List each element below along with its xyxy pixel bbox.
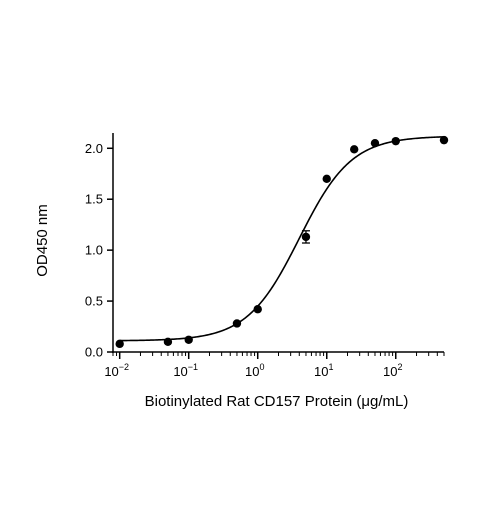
data-point [322,174,331,184]
x-tick-exponent: −1 [188,362,198,372]
axes [112,133,444,353]
data-point [350,145,359,154]
x-tick-base: 10 [173,364,187,379]
y-tick-label: 0.5 [85,294,103,309]
x-axis-ticks: 10−2 10−1 100 101 102 [104,352,403,379]
data-point [115,339,124,349]
data-point [253,305,262,314]
y-tick-label: 0.0 [85,345,103,360]
y-tick-label: 1.5 [85,192,103,207]
x-tick-base: 10 [104,364,118,379]
data-point [163,337,173,347]
x-tick-label: 102 [383,362,402,379]
x-tick-exponent: 2 [397,362,402,372]
x-tick-label: 10−2 [104,362,129,379]
x-tick-base: 10 [314,364,328,379]
data-points [115,135,449,349]
x-tick-exponent: −2 [119,362,129,372]
x-tick-label: 10−1 [173,362,198,379]
data-point [232,319,242,328]
data-point [439,135,449,145]
data-point [184,335,193,344]
y-axis-title: OD450 nm [34,204,51,277]
x-axis-minor-ticks [112,352,445,356]
x-tick-base: 10 [383,364,397,379]
fit-curve [119,136,445,342]
data-point [301,232,311,242]
x-tick-exponent: 1 [328,362,333,372]
x-tick-base: 10 [245,364,259,379]
data-point [391,136,400,146]
y-tick-label: 1.0 [85,243,103,258]
data-point [370,138,380,148]
y-tick-label: 2.0 [85,141,103,156]
x-tick-label: 100 [245,362,264,379]
x-axis-title: Biotinylated Rat CD157 Protein (μg/mL) [145,393,409,410]
y-axis-ticks: 0.0 0.5 1.0 1.5 2.0 [85,141,113,360]
x-tick-exponent: 0 [259,362,264,372]
x-tick-label: 101 [314,362,333,379]
